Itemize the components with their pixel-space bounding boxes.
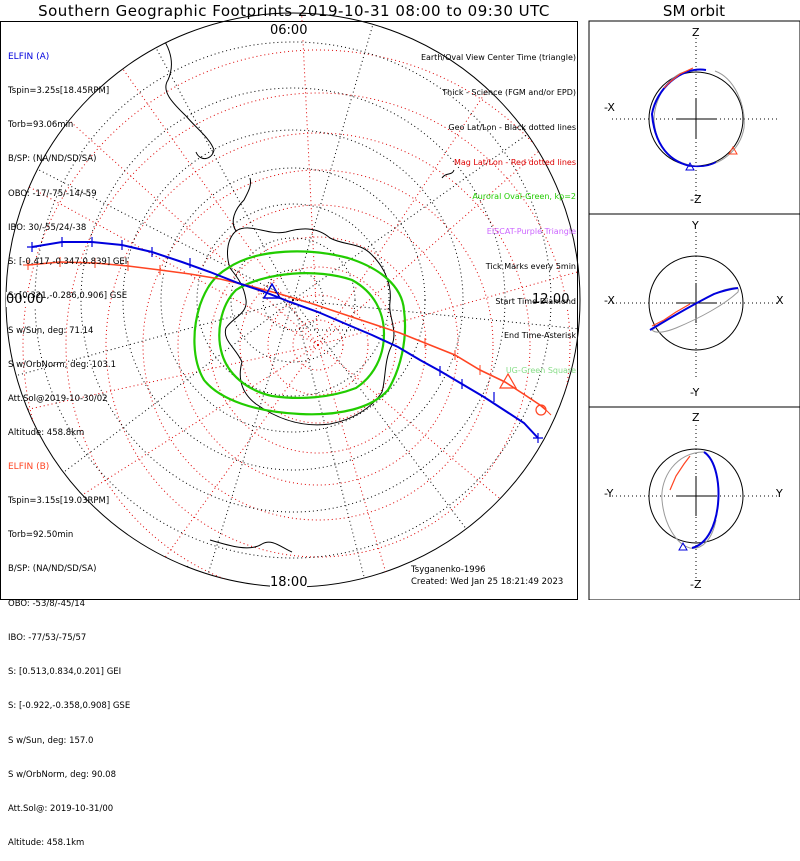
- elfin-a-info: ELFIN (A) Tspin=3.25s[18.45RPM] Torb=93.…: [8, 29, 127, 451]
- elfin-a-line: OBO: -17/-75/-14/-59: [8, 188, 97, 199]
- page-title: Southern Geographic Footprints 2019-10-3…: [38, 2, 550, 20]
- legend-eiscat: EISCAT-Purple Triangle: [486, 227, 576, 237]
- elfin-b-line: IBO: -77/53/-75/57: [8, 632, 87, 643]
- elfin-b-name: ELFIN (B): [8, 461, 50, 472]
- elfin-a-line: B/SP: (NA/ND/SD/SA): [8, 154, 97, 165]
- orbit-panel-title: SM orbit: [662, 2, 726, 20]
- elfin-b-line: Att.Sol@: 2019-10-31/00: [8, 804, 114, 814]
- elfin-a-ticks: [27, 237, 543, 443]
- created-label: Created: Wed Jan 25 18:21:49 2023: [411, 577, 564, 587]
- elfin-a-line: Altitude: 458.8km: [8, 428, 85, 439]
- legend-aurora: Auroral Oval-Green, kp=2: [472, 192, 576, 202]
- legend-view-center: Earth/Oval View Center Time (triangle): [420, 53, 576, 63]
- elfin-a-track: [31, 241, 539, 439]
- elfin-b-center-triangle: [498, 372, 518, 389]
- elfin-b-line: B/SP: (NA/ND/SD/SA): [8, 564, 97, 575]
- model-label: Tsyganenko-1996: [411, 565, 486, 575]
- elfin-b-track: [27, 261, 547, 411]
- elfin-a-line: S w/Sun, deg: 71.14: [8, 325, 94, 336]
- elfin-b-line: Tspin=3.15s[19.03RPM]: [8, 496, 110, 507]
- orbit-panel-3-top: Z: [692, 411, 700, 424]
- auroral-oval: [193, 250, 407, 416]
- mlt-label-left: 00:00: [6, 292, 44, 307]
- elfin-b-line: S: [-0.922,-0.358,0.908] GSE: [8, 701, 131, 712]
- legend-end: End Time-Asterisk: [503, 331, 576, 341]
- elfin-b-line: OBO: -53/8/-45/14: [8, 598, 86, 609]
- elfin-a-name: ELFIN (A): [8, 51, 50, 62]
- legend-geo: Geo Lat/Lon - Black dotted lines: [448, 122, 576, 132]
- legend-start: Start Time-Diamond: [495, 296, 576, 306]
- legend-thick: Thick - Science (FGM and/or EPD): [442, 87, 576, 97]
- elfin-b-line: S w/Sun, deg: 157.0: [8, 735, 94, 746]
- orbit-panel-3-right: Y: [776, 487, 783, 500]
- elfin-a-center-triangle: [262, 282, 282, 299]
- elfin-a-line: IBO: 30/-55/24/-38: [8, 222, 87, 233]
- legend-ticks: Tick Marks every 5min: [485, 261, 576, 271]
- orbit-panel-3-bottom: -Z: [690, 578, 702, 591]
- sm-orbit-panels: [588, 20, 800, 600]
- elfin-b-line: S w/OrbNorm, deg: 90.08: [8, 769, 117, 780]
- orbit-panel-2-left: -X: [604, 294, 615, 307]
- mlt-label-top: 06:00: [270, 23, 308, 38]
- legend-mag: Mag Lat/Lon - Red dotted lines: [453, 157, 576, 167]
- orbit-panel-2-right: X: [776, 294, 784, 307]
- orbit-panel-2-bottom: -Y: [690, 386, 700, 399]
- elfin-a-line: Att.Sol@2019-10-30/02: [8, 394, 108, 404]
- mlt-label-right: 12:00: [532, 292, 570, 307]
- elfin-b-line: S: [0.513,0.834,0.201] GEI: [8, 667, 122, 678]
- orbit-panel-xz: [612, 38, 780, 200]
- orbit-panel-1-bottom: -Z: [690, 193, 702, 206]
- elfin-a-line: S: [0.321,-0.286,0.906] GSE: [8, 291, 128, 302]
- elfin-a-line: S w/OrbNorm, deg: 103.1: [8, 359, 117, 370]
- orbit-panel-1-top: Z: [692, 26, 700, 39]
- orbit-panel-3-left: -Y: [604, 487, 614, 500]
- orbit-panel-1-left: -X: [604, 101, 615, 114]
- elfin-b-end-marker: [535, 404, 547, 416]
- elfin-a-line: Torb=93.06min: [8, 120, 74, 131]
- elfin-b-info: ELFIN (B) Tspin=3.15s[19.03RPM] Torb=92.…: [8, 439, 130, 861]
- coastlines: [147, 23, 455, 581]
- elfin-b-line: Torb=92.50min: [8, 530, 74, 541]
- legend-ug: UG-Green Square: [505, 366, 576, 376]
- mlt-label-bottom: 18:00: [270, 575, 308, 590]
- elfin-b-line: Altitude: 458.1km: [8, 838, 85, 849]
- legend: Earth/Oval View Center Time (triangle) T…: [421, 29, 576, 388]
- orbit-panel-xy: [612, 232, 780, 380]
- elfin-a-line: S: [-0.417,-0.347,0.839] GEI: [8, 257, 128, 268]
- orbit-panel-2-top: Y: [692, 219, 699, 232]
- orbit-panel-yz: [612, 425, 780, 580]
- elfin-a-line: Tspin=3.25s[18.45RPM]: [8, 86, 110, 97]
